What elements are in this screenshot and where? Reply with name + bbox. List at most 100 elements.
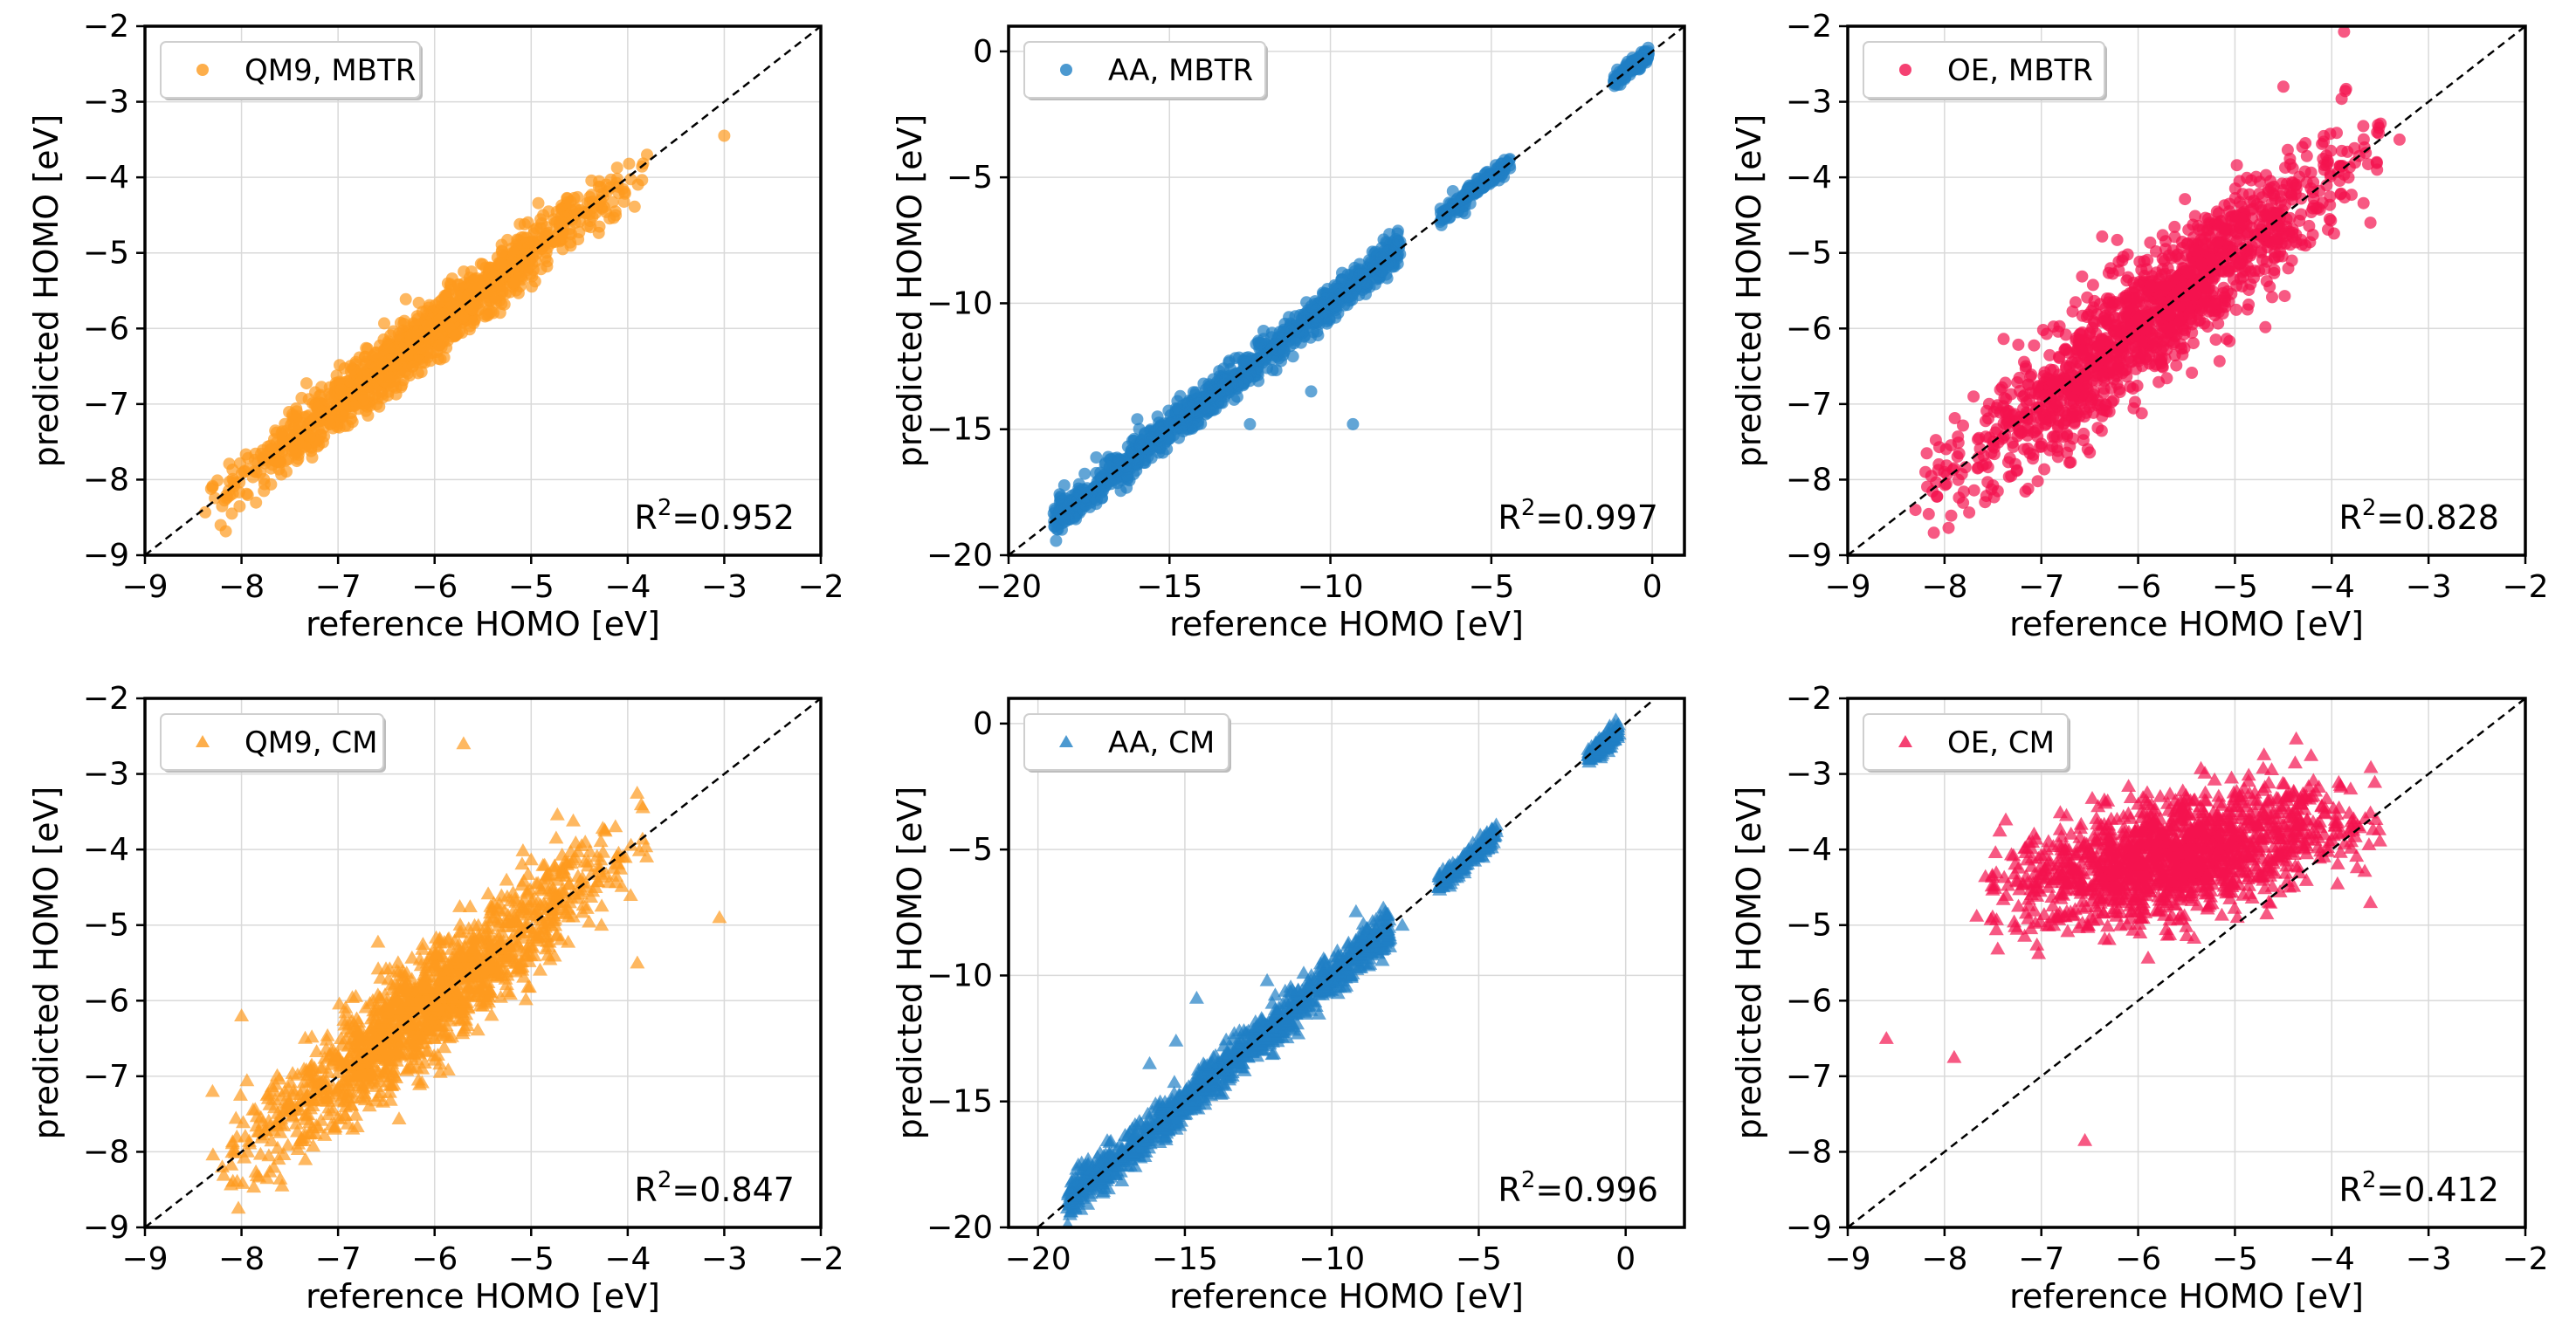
data-point — [2338, 191, 2351, 204]
data-point — [1050, 534, 1063, 547]
data-point — [2096, 230, 2109, 243]
legend-box — [1863, 41, 2105, 99]
data-point — [2131, 292, 2144, 305]
data-point — [2132, 313, 2145, 326]
data-point — [2002, 471, 2015, 484]
data-point — [2086, 393, 2099, 406]
data-point — [1216, 377, 1229, 390]
x-axis-label: reference HOMO [eV] — [2009, 605, 2364, 643]
data-point — [303, 409, 315, 422]
data-point — [443, 320, 456, 333]
data-point — [421, 319, 434, 332]
data-point — [2233, 257, 2246, 270]
data-point — [1980, 404, 1994, 417]
data-point — [1257, 325, 1270, 337]
data-point — [2135, 407, 2148, 420]
y-tick-label: −2 — [1786, 9, 1832, 45]
data-point — [1957, 419, 1969, 432]
data-point — [2057, 404, 2070, 417]
data-point — [631, 178, 644, 191]
data-point — [2161, 262, 2174, 275]
data-point — [265, 478, 278, 491]
data-point — [1951, 450, 1964, 464]
data-point — [2058, 416, 2071, 429]
data-point — [238, 465, 251, 478]
data-point — [1495, 157, 1508, 170]
data-point — [2076, 309, 2089, 322]
data-point — [1945, 439, 1958, 452]
data-point — [718, 129, 731, 142]
data-point — [1922, 507, 1935, 520]
data-point — [2141, 253, 2154, 266]
data-point — [306, 451, 319, 464]
data-point — [2192, 219, 2205, 232]
data-point — [1062, 507, 1075, 520]
data-point — [2208, 225, 2221, 238]
data-point — [1492, 174, 1505, 187]
data-point — [2031, 475, 2044, 488]
data-point — [433, 313, 446, 326]
data-point — [1120, 481, 1133, 494]
panel-3: −9 −8 −7 −6 −5 −4 −3 −2−9−8−7−6−5−4−3−2referenc… — [1730, 9, 2549, 643]
data-point — [2047, 410, 2060, 423]
data-point — [1959, 461, 1972, 474]
data-point — [1198, 402, 1211, 415]
data-point — [2064, 456, 2077, 469]
data-point — [1919, 465, 1932, 478]
data-point — [1136, 433, 1149, 446]
data-point — [2144, 279, 2157, 292]
r-squared-annotation: R2=0.828 — [2338, 495, 2499, 537]
data-point — [2317, 153, 2330, 165]
data-point — [2279, 161, 2291, 175]
data-point — [306, 1138, 321, 1152]
data-point — [2092, 340, 2105, 353]
data-point — [1188, 420, 1201, 433]
data-point — [2285, 254, 2298, 267]
data-point — [218, 494, 231, 507]
data-point — [272, 446, 285, 459]
data-point — [2331, 127, 2343, 140]
data-point — [539, 251, 552, 265]
data-point — [1270, 364, 1283, 377]
data-point — [2099, 398, 2112, 411]
data-point — [2043, 348, 2056, 361]
data-point — [1997, 333, 2010, 346]
data-point — [2029, 387, 2042, 400]
y-tick-label: −4 — [83, 160, 129, 196]
x-tick-label: −4 — [604, 569, 651, 605]
plot-frame — [1846, 24, 2527, 557]
data-point — [348, 399, 362, 412]
data-point — [293, 432, 305, 445]
data-point — [2264, 175, 2277, 188]
y-tick-label: −3 — [83, 85, 129, 120]
data-point — [2152, 375, 2166, 388]
y-tick-label: −5 — [1786, 236, 1832, 271]
data-point — [440, 1062, 456, 1075]
scatter-points — [1047, 41, 1655, 547]
data-point — [2150, 266, 2163, 279]
data-point — [285, 1066, 300, 1079]
y-tick-label: −6 — [1786, 311, 1832, 347]
data-point — [2170, 359, 2183, 372]
data-point — [2374, 117, 2387, 130]
data-point — [2222, 295, 2235, 308]
data-point — [2111, 319, 2124, 332]
legend: OE, MBTR — [1863, 41, 2107, 100]
data-point — [2276, 177, 2289, 190]
x-axis-label: reference HOMO [eV] — [306, 605, 660, 643]
data-point — [2260, 275, 2273, 288]
data-point — [2015, 426, 2028, 439]
data-point — [2168, 349, 2181, 361]
data-point — [2061, 381, 2074, 395]
x-tick-label: −20 — [975, 569, 1042, 605]
data-point — [264, 1133, 279, 1147]
data-point — [1929, 434, 1942, 447]
data-point — [2335, 160, 2348, 173]
data-point — [357, 394, 370, 407]
y-tick-label: −6 — [83, 311, 129, 347]
data-point — [2233, 175, 2246, 188]
data-point — [1090, 451, 1103, 464]
data-point — [228, 1110, 244, 1124]
data-point — [2166, 338, 2180, 350]
data-point — [1932, 457, 1946, 471]
